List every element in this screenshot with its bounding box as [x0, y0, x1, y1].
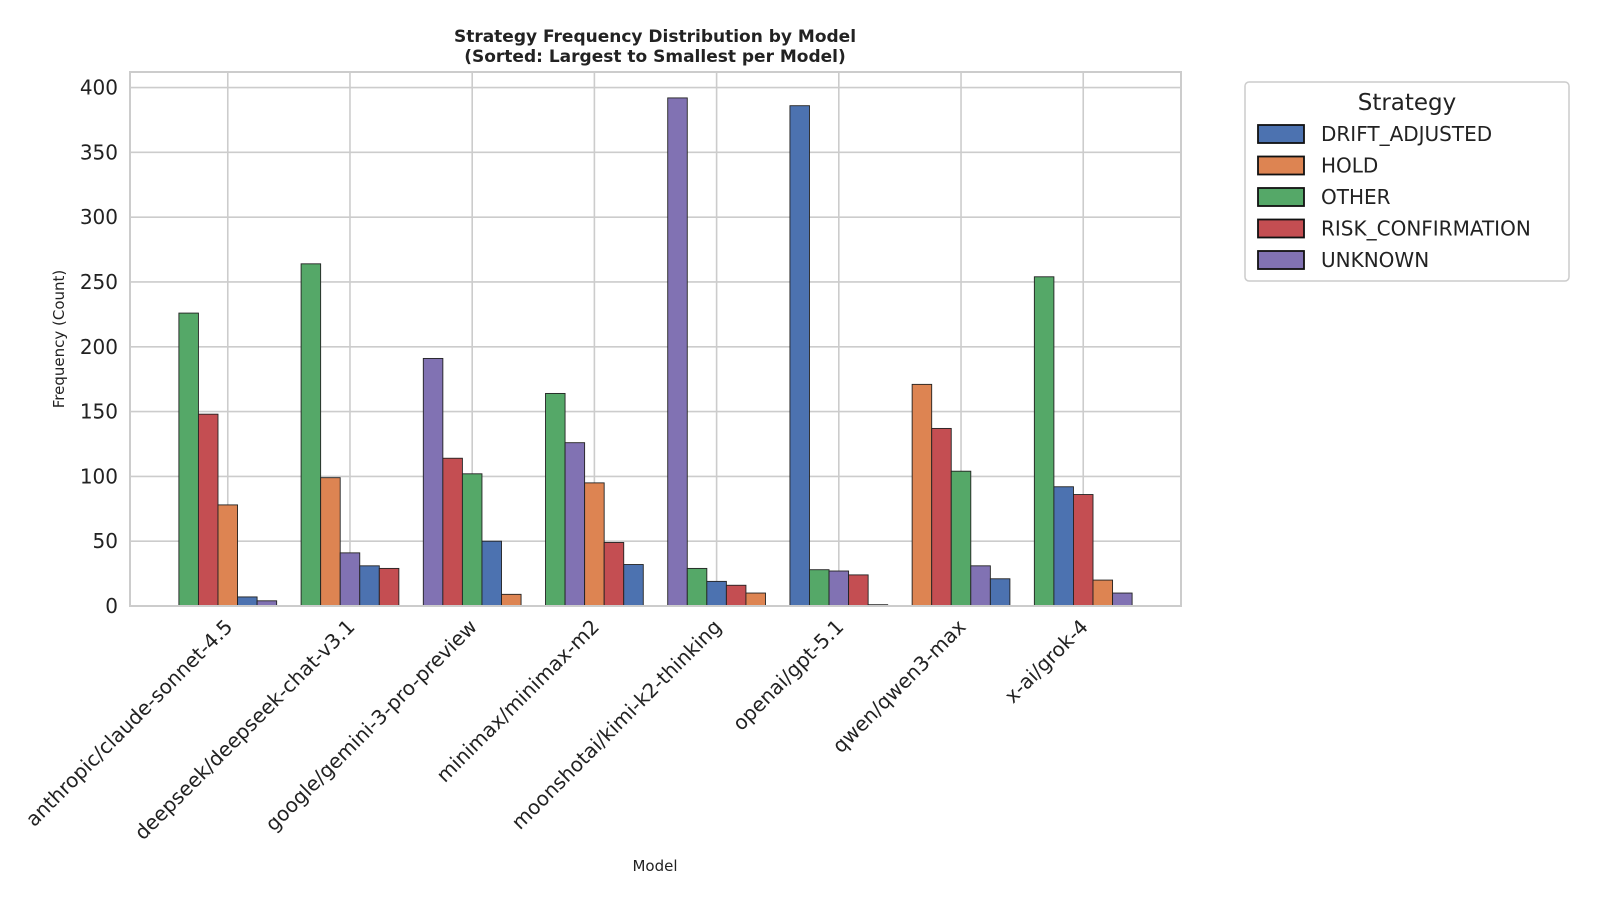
legend-title: Strategy	[1358, 90, 1457, 116]
bar	[911, 383, 933, 607]
x-tick-label: deepseek/deepseek-chat-v3.1	[130, 615, 360, 845]
bar	[667, 97, 688, 607]
bar	[197, 413, 219, 607]
y-axis-ticks: 0 50 100 150 200 250 300 350 400	[80, 76, 118, 618]
plot-frame	[129, 71, 1182, 607]
y-tick-label: 0	[105, 594, 118, 618]
x-tick-label: moonshotai/kimi-k2-thinking	[507, 615, 727, 835]
bar	[564, 442, 586, 607]
bar	[442, 457, 463, 607]
bar	[950, 470, 972, 607]
bar	[623, 564, 644, 607]
legend-frame	[1244, 81, 1570, 282]
bar	[178, 312, 199, 607]
bar	[828, 570, 850, 607]
bar	[339, 552, 361, 607]
chart-subtitle: (Sorted: Largest to Smallest per Model)	[464, 47, 846, 67]
bar	[1033, 276, 1055, 607]
y-tick-label: 400	[80, 76, 118, 100]
x-tick-label: anthropic/claude-sonnet-4.5	[21, 615, 238, 832]
bar	[989, 578, 1011, 607]
bar	[686, 567, 708, 607]
bar	[461, 473, 483, 607]
legend-entries: DRIFT_ADJUSTED HOLD OTHER RISK_CONFIRMATION…	[1257, 122, 1531, 272]
bar	[481, 540, 502, 607]
bar	[1053, 486, 1074, 607]
bar	[1073, 494, 1094, 607]
y-tick-label: 200	[80, 335, 118, 359]
bar	[789, 105, 810, 607]
legend-swatch	[1257, 187, 1305, 207]
bar	[809, 569, 830, 607]
bar	[603, 542, 625, 607]
bar	[1112, 592, 1133, 607]
y-tick-label: 350	[80, 140, 118, 164]
legend-label: UNKNOWN	[1321, 248, 1429, 272]
x-axis-ticks: anthropic/claude-sonnet-4.5deepseek/deep…	[21, 614, 1093, 844]
legend-label: DRIFT_ADJUSTED	[1321, 122, 1492, 146]
y-tick-label: 150	[80, 400, 118, 424]
chart-title: Strategy Frequency Distribution by Model	[454, 27, 856, 47]
legend-label: RISK_CONFIRMATION	[1321, 217, 1531, 241]
y-tick-label: 250	[80, 270, 118, 294]
legend-swatch	[1257, 155, 1305, 176]
y-axis-label: Frequency (Count)	[50, 270, 68, 409]
grid-lines	[130, 72, 1181, 607]
legend-swatch	[1257, 250, 1305, 270]
legend-label: OTHER	[1321, 185, 1391, 209]
bar	[501, 593, 522, 607]
x-tick-label: x-ai/grok-4	[1000, 615, 1093, 708]
bar	[745, 592, 766, 607]
y-tick-label: 300	[80, 205, 118, 229]
x-axis-label: Model	[632, 857, 677, 875]
bar	[320, 477, 341, 607]
y-tick-label: 50	[93, 529, 118, 553]
legend-label: HOLD	[1321, 154, 1378, 178]
legend: Strategy DRIFT_ADJUSTED HOLD OTHER RISK_CON…	[1244, 81, 1570, 282]
x-tick-label: openai/gpt-5.1	[728, 615, 849, 736]
bar	[706, 580, 727, 607]
legend-swatch	[1257, 124, 1305, 144]
bar	[931, 427, 952, 607]
bar	[237, 596, 258, 607]
bar	[422, 357, 444, 607]
bar	[300, 263, 322, 607]
bar	[378, 567, 400, 607]
bars-group	[178, 97, 1133, 607]
bar	[970, 565, 991, 607]
bar	[1092, 579, 1114, 607]
bar	[545, 392, 566, 607]
bar	[359, 565, 380, 607]
bar	[217, 504, 238, 607]
legend-swatch	[1257, 218, 1305, 239]
x-tick-label: google/gemini-3-pro-preview	[260, 615, 481, 836]
x-tick-label: qwen/qwen3-max	[827, 614, 970, 757]
bar	[848, 574, 869, 607]
y-tick-label: 100	[80, 464, 118, 488]
bar	[725, 584, 747, 607]
bar	[584, 482, 605, 607]
